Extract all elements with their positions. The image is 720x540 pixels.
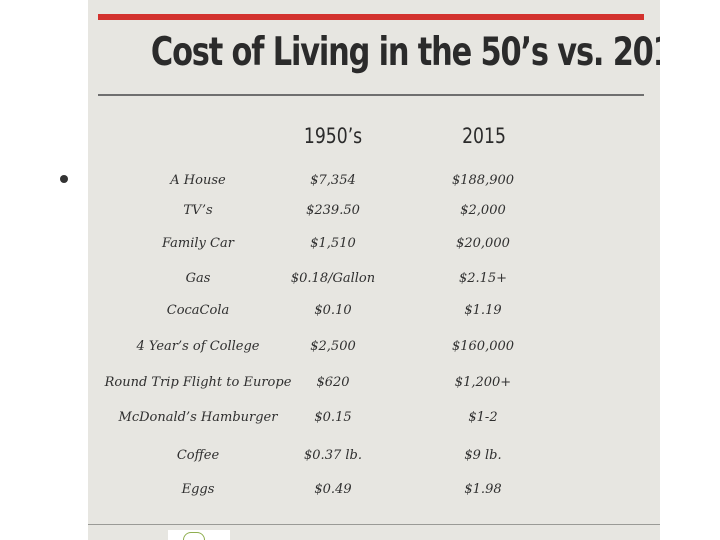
price-1950s: $0.15 (314, 410, 352, 425)
title-divider (98, 94, 644, 96)
poster-title: Cost of Living in the 50’s vs. 2015 (150, 30, 660, 75)
price-1950s: $620 (316, 375, 350, 390)
price-1950s: $1,510 (310, 236, 356, 251)
price-2015: $20,000 (456, 236, 510, 251)
bottom-divider (88, 524, 660, 525)
table-row: TV’s $239.50 $2,000 (88, 199, 660, 223)
table-row: Round Trip Flight to Europe $620 $1,200+ (88, 371, 660, 395)
price-1950s: $0.10 (314, 303, 352, 318)
item-label: Round Trip Flight to Europe (104, 375, 292, 390)
leaf-logo-icon (183, 532, 205, 540)
price-1950s: $7,354 (310, 173, 356, 188)
price-2015: $1,200+ (454, 375, 512, 390)
item-label: Coffee (176, 448, 220, 463)
price-1950s: $0.37 lb. (304, 448, 362, 463)
price-2015: $1.19 (464, 303, 502, 318)
table-row: CocaCola $0.10 $1.19 (88, 299, 660, 323)
item-label: A House (170, 173, 226, 188)
item-label: TV’s (183, 203, 213, 218)
item-label: McDonald’s Hamburger (118, 410, 278, 425)
price-2015: $9 lb. (464, 448, 502, 463)
price-2015: $2,000 (460, 203, 506, 218)
column-header-2015: 2015 (462, 124, 506, 148)
price-1950s: $0.49 (314, 482, 352, 497)
table-row: Family Car $1,510 $20,000 (88, 232, 660, 256)
price-2015: $1.98 (464, 482, 502, 497)
bullet-dot-icon (60, 175, 68, 183)
table-row: Coffee $0.37 lb. $9 lb. (88, 444, 660, 468)
item-label: Gas (185, 271, 211, 286)
item-label: Family Car (162, 236, 234, 251)
table-row: Gas $0.18/Gallon $2.15+ (88, 267, 660, 291)
price-2015: $188,900 (451, 173, 515, 188)
red-accent-bar (98, 14, 644, 20)
table-row: A House $7,354 $188,900 (88, 169, 660, 193)
table-row: McDonald’s Hamburger $0.15 $1-2 (88, 406, 660, 430)
price-2015: $1-2 (468, 410, 498, 425)
column-header-1950s: 1950’s (303, 124, 363, 148)
cost-of-living-poster: Cost of Living in the 50’s vs. 2015 1950… (88, 0, 660, 540)
item-label: Eggs (181, 482, 215, 497)
price-1950s: $239.50 (306, 203, 360, 218)
item-label: CocaCola (166, 303, 230, 318)
item-label: 4 Year’s of College (136, 339, 260, 354)
price-2015: $160,000 (451, 339, 515, 354)
table-row: 4 Year’s of College $2,500 $160,000 (88, 335, 660, 359)
price-2015: $2.15+ (458, 271, 508, 286)
price-1950s: $0.18/Gallon (290, 271, 376, 286)
table-row: Eggs $0.49 $1.98 (88, 478, 660, 502)
price-1950s: $2,500 (310, 339, 356, 354)
